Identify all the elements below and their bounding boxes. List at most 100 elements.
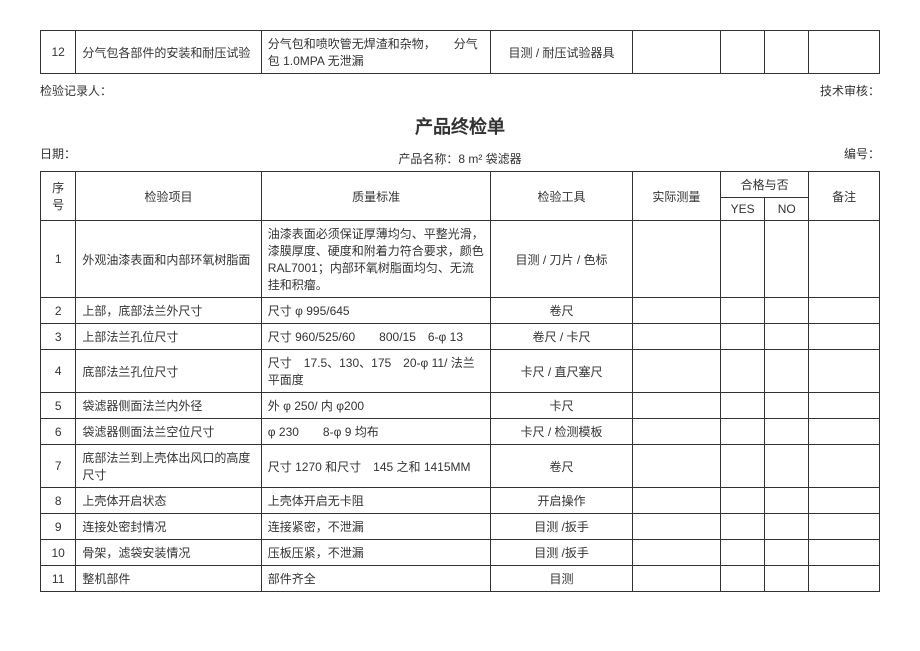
cell-item: 上部法兰孔位尺寸 <box>76 324 261 350</box>
cell-no: 1 <box>41 221 76 298</box>
cell-no <box>765 540 809 566</box>
cell-yes <box>721 488 765 514</box>
hdr-no: 序号 <box>41 172 76 221</box>
cell-yes <box>721 221 765 298</box>
cell-tool: 目测 /扳手 <box>491 540 632 566</box>
cell-no <box>765 419 809 445</box>
top-row: 12 分气包各部件的安装和耐压试验 分气包和喷吹管无焊渣和杂物， 分气包 1.0… <box>41 31 880 74</box>
cell-tool: 目测 / 刀片 / 色标 <box>491 221 632 298</box>
cell-remark <box>809 488 880 514</box>
inspection-table: 序号 检验项目 质量标准 检验工具 实际测量 合格与否 备注 YES NO 1外… <box>40 171 880 592</box>
table-row: 5袋滤器侧面法兰内外径外 φ 250/ 内 φ200卡尺 <box>41 393 880 419</box>
table-row: 8上壳体开启状态上壳体开启无卡阻开启操作 <box>41 488 880 514</box>
reviewer-label: 技术审核： <box>820 82 880 99</box>
cell-remark <box>809 221 880 298</box>
page-title: 产品终检单 <box>40 113 880 139</box>
cell-standard: 外 φ 250/ 内 φ200 <box>261 393 491 419</box>
cell-yes <box>721 445 765 488</box>
cell-actual <box>632 393 720 419</box>
cell-actual <box>632 419 720 445</box>
table-row: 4底部法兰孔位尺寸尺寸 17.5、130、175 20-φ 11/ 法兰平面度卡… <box>41 350 880 393</box>
cell-remark <box>809 324 880 350</box>
cell-item: 底部法兰到上壳体出风口的高度尺寸 <box>76 445 261 488</box>
cell-standard: 上壳体开启无卡阻 <box>261 488 491 514</box>
cell-remark <box>809 540 880 566</box>
cell-no: 7 <box>41 445 76 488</box>
table-row: 3上部法兰孔位尺寸尺寸 960/525/60 800/15 6-φ 13卷尺 /… <box>41 324 880 350</box>
table-row: 9连接处密封情况连接紧密，不泄漏目测 /扳手 <box>41 514 880 540</box>
hdr-remark: 备注 <box>809 172 880 221</box>
top-no: 12 <box>41 31 76 74</box>
cell-remark <box>809 514 880 540</box>
recorder-label: 检验记录人： <box>40 82 112 99</box>
cell-remark <box>809 350 880 393</box>
hdr-actual: 实际测量 <box>632 172 720 221</box>
cell-item: 外观油漆表面和内部环氧树脂面 <box>76 221 261 298</box>
header-row-1: 序号 检验项目 质量标准 检验工具 实际测量 合格与否 备注 <box>41 172 880 198</box>
cell-tool: 卷尺 <box>491 445 632 488</box>
cell-remark <box>809 393 880 419</box>
cell-remark <box>809 445 880 488</box>
cell-remark <box>809 566 880 592</box>
hdr-yes: YES <box>721 198 765 221</box>
cell-actual <box>632 221 720 298</box>
cell-no <box>765 298 809 324</box>
top-blank4 <box>809 31 880 74</box>
hdr-nocol: NO <box>765 198 809 221</box>
cell-no: 2 <box>41 298 76 324</box>
cell-item: 底部法兰孔位尺寸 <box>76 350 261 393</box>
cell-item: 上部，底部法兰外尺寸 <box>76 298 261 324</box>
table-row: 10骨架，滤袋安装情况压板压紧，不泄漏目测 /扳手 <box>41 540 880 566</box>
hdr-tool: 检验工具 <box>491 172 632 221</box>
cell-tool: 目测 /扳手 <box>491 514 632 540</box>
cell-yes <box>721 350 765 393</box>
date-label: 日期： <box>40 145 76 162</box>
code-label: 编号： <box>844 145 880 162</box>
cell-yes <box>721 514 765 540</box>
cell-yes <box>721 419 765 445</box>
top-blank2 <box>721 31 765 74</box>
cell-no <box>765 221 809 298</box>
cell-actual <box>632 350 720 393</box>
cell-tool: 卡尺 / 直尺塞尺 <box>491 350 632 393</box>
table-row: 11整机部件部件齐全目测 <box>41 566 880 592</box>
cell-yes <box>721 298 765 324</box>
cell-item: 整机部件 <box>76 566 261 592</box>
table-row: 1外观油漆表面和内部环氧树脂面油漆表面必须保证厚薄均匀、平整光滑，漆膜厚度、硬度… <box>41 221 880 298</box>
cell-actual <box>632 566 720 592</box>
hdr-item: 检验项目 <box>76 172 261 221</box>
cell-remark <box>809 419 880 445</box>
cell-no: 11 <box>41 566 76 592</box>
cell-yes <box>721 393 765 419</box>
top-standard: 分气包和喷吹管无焊渣和杂物， 分气包 1.0MPA 无泄漏 <box>261 31 491 74</box>
cell-standard: 尺寸 φ 995/645 <box>261 298 491 324</box>
signature-row: 检验记录人： 技术审核： <box>40 82 880 99</box>
top-blank1 <box>632 31 720 74</box>
cell-no: 6 <box>41 419 76 445</box>
cell-no <box>765 566 809 592</box>
cell-item: 连接处密封情况 <box>76 514 261 540</box>
cell-tool: 开启操作 <box>491 488 632 514</box>
cell-no: 9 <box>41 514 76 540</box>
table-row: 7底部法兰到上壳体出风口的高度尺寸尺寸 1270 和尺寸 145 之和 1415… <box>41 445 880 488</box>
cell-actual <box>632 514 720 540</box>
cell-remark <box>809 298 880 324</box>
cell-no <box>765 393 809 419</box>
hdr-standard: 质量标准 <box>261 172 491 221</box>
cell-standard: 尺寸 17.5、130、175 20-φ 11/ 法兰平面度 <box>261 350 491 393</box>
cell-actual <box>632 540 720 566</box>
cell-no: 4 <box>41 350 76 393</box>
table-row: 6袋滤器侧面法兰空位尺寸φ 230 8-φ 9 均布卡尺 / 检测模板 <box>41 419 880 445</box>
top-tool: 目测 / 耐压试验器具 <box>491 31 632 74</box>
cell-standard: 压板压紧，不泄漏 <box>261 540 491 566</box>
cell-standard: 尺寸 960/525/60 800/15 6-φ 13 <box>261 324 491 350</box>
cell-item: 袋滤器侧面法兰空位尺寸 <box>76 419 261 445</box>
cell-standard: 部件齐全 <box>261 566 491 592</box>
cell-item: 上壳体开启状态 <box>76 488 261 514</box>
cell-actual <box>632 445 720 488</box>
cell-standard: φ 230 8-φ 9 均布 <box>261 419 491 445</box>
cell-standard: 油漆表面必须保证厚薄均匀、平整光滑，漆膜厚度、硬度和附着力符合要求，颜色 RAL… <box>261 221 491 298</box>
cell-standard: 连接紧密，不泄漏 <box>261 514 491 540</box>
cell-no <box>765 488 809 514</box>
cell-no <box>765 514 809 540</box>
